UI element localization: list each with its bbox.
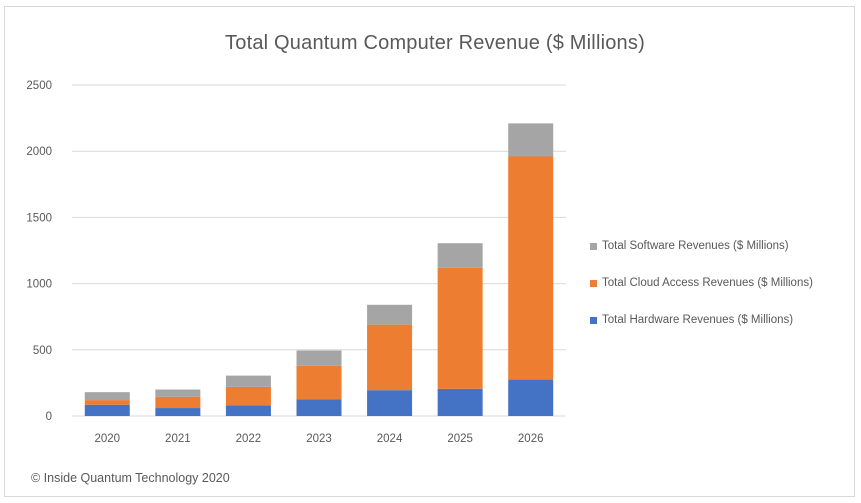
x-tick-label: 2025 [447, 433, 473, 445]
legend-label: Total Software Revenues ($ Millions) [602, 240, 789, 252]
y-tick-label: 1500 [26, 212, 52, 224]
legend-item: Total Hardware Revenues ($ Millions) [590, 310, 860, 330]
bar-segment [437, 243, 483, 268]
bar-segment [296, 365, 342, 400]
legend-label: Total Hardware Revenues ($ Millions) [602, 314, 794, 326]
y-tick-label: 2500 [26, 80, 52, 92]
bar-segment [437, 388, 483, 416]
y-tick-label: 500 [33, 345, 52, 357]
bar-segment [296, 399, 342, 416]
y-tick-label: 1000 [26, 279, 52, 291]
legend-item: Total Software Revenues ($ Millions) [590, 236, 860, 256]
legend-label: Total Cloud Access Revenues ($ Millions) [602, 277, 813, 289]
x-tick-label: 2020 [94, 433, 120, 445]
x-tick-label: 2022 [236, 433, 262, 445]
bar-segment [508, 123, 554, 157]
chart-title: Total Quantum Computer Revenue ($ Millio… [225, 32, 645, 54]
bar-segment [155, 408, 201, 416]
bar-segment [225, 386, 271, 406]
bar-segment [84, 392, 130, 401]
x-tick-label: 2021 [165, 433, 191, 445]
legend-swatch [590, 316, 597, 324]
bar-segment [367, 324, 413, 391]
x-tick-label: 2024 [377, 433, 403, 445]
y-tick-label: 2000 [26, 146, 52, 158]
bar-segment [155, 389, 201, 397]
bar-segment [508, 156, 554, 380]
copyright-footer: © Inside Quantum Technology 2020 [31, 471, 230, 485]
bar-segment [367, 390, 413, 416]
legend-swatch [590, 279, 597, 287]
chart-legend: Total Software Revenues ($ Millions) Tota… [590, 236, 860, 347]
bar-segment [367, 304, 413, 325]
bar-segment [296, 350, 342, 366]
x-tick-label: 2023 [306, 433, 332, 445]
legend-swatch [590, 242, 597, 250]
bar-segment [437, 267, 483, 389]
bar-segment [84, 404, 130, 416]
bar-segment [508, 379, 554, 416]
y-tick-label: 0 [46, 411, 52, 423]
legend-item: Total Cloud Access Revenues ($ Millions) [590, 273, 860, 293]
chart-frame [4, 6, 855, 497]
bar-segment [225, 375, 271, 387]
bar-segment [84, 400, 130, 405]
bar-segment [155, 396, 201, 409]
x-tick-label: 2026 [518, 433, 544, 445]
bar-segment [225, 405, 271, 416]
